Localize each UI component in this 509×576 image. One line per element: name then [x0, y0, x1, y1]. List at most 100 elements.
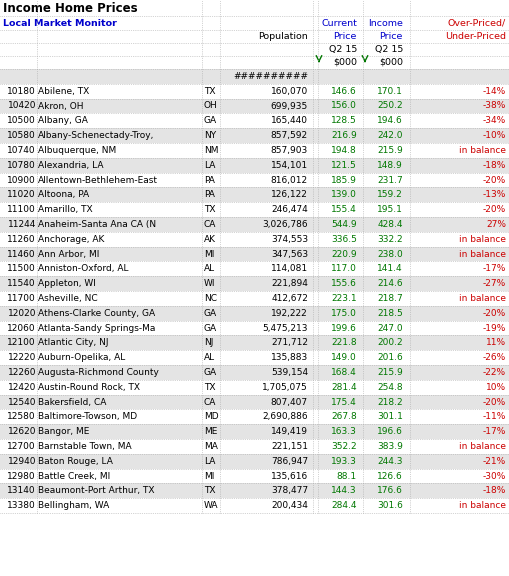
Text: in balance: in balance: [459, 146, 506, 155]
Text: 271,712: 271,712: [271, 338, 308, 347]
Text: 185.9: 185.9: [331, 176, 357, 184]
Text: 1,705,075: 1,705,075: [262, 382, 308, 392]
Text: 223.1: 223.1: [331, 294, 357, 303]
Text: 10580: 10580: [7, 131, 36, 140]
Text: NM: NM: [204, 146, 218, 155]
Text: Bellingham, WA: Bellingham, WA: [38, 501, 109, 510]
Text: 12940: 12940: [8, 457, 36, 466]
Text: NY: NY: [204, 131, 216, 140]
Bar: [0, 173, 509, 187]
Text: Amarillo, TX: Amarillo, TX: [38, 205, 93, 214]
Bar: [0, 335, 509, 350]
Text: 149,419: 149,419: [271, 427, 308, 436]
Text: CA: CA: [204, 397, 216, 407]
Bar: [0, 439, 509, 454]
Text: 267.8: 267.8: [331, 412, 357, 421]
Bar: [0, 143, 509, 158]
Text: 156.0: 156.0: [331, 101, 357, 111]
Text: 160,070: 160,070: [271, 87, 308, 96]
Text: 12700: 12700: [7, 442, 36, 451]
Text: 786,947: 786,947: [271, 457, 308, 466]
Text: 254.8: 254.8: [377, 382, 403, 392]
Text: Altoona, PA: Altoona, PA: [38, 190, 89, 199]
Text: 193.3: 193.3: [331, 457, 357, 466]
Text: 221,894: 221,894: [271, 279, 308, 288]
Text: 5,475,213: 5,475,213: [263, 324, 308, 332]
Text: WA: WA: [204, 501, 218, 510]
Text: TX: TX: [204, 382, 215, 392]
Text: GA: GA: [204, 324, 217, 332]
Text: -14%: -14%: [483, 87, 506, 96]
Text: 11700: 11700: [7, 294, 36, 303]
Text: 352.2: 352.2: [331, 442, 357, 451]
Text: 347,563: 347,563: [271, 249, 308, 259]
Text: CA: CA: [204, 220, 216, 229]
Text: MD: MD: [204, 412, 219, 421]
Text: 11244: 11244: [8, 220, 36, 229]
Text: LA: LA: [204, 457, 215, 466]
Bar: [0, 247, 509, 262]
Text: 10420: 10420: [8, 101, 36, 111]
Text: -30%: -30%: [483, 472, 506, 480]
Text: 27%: 27%: [486, 220, 506, 229]
Text: AL: AL: [204, 353, 215, 362]
Text: 816,012: 816,012: [271, 176, 308, 184]
Text: PA: PA: [204, 190, 215, 199]
Text: -18%: -18%: [483, 161, 506, 170]
Bar: [0, 232, 509, 247]
Text: 121.5: 121.5: [331, 161, 357, 170]
Text: 242.0: 242.0: [378, 131, 403, 140]
Text: GA: GA: [204, 309, 217, 318]
Text: 199.6: 199.6: [331, 324, 357, 332]
Bar: [0, 158, 509, 173]
Text: 195.1: 195.1: [377, 205, 403, 214]
Text: Anchorage, AK: Anchorage, AK: [38, 234, 104, 244]
Text: 378,477: 378,477: [271, 486, 308, 495]
Text: 135,616: 135,616: [271, 472, 308, 480]
Text: Athens-Clarke County, GA: Athens-Clarke County, GA: [38, 309, 155, 318]
Text: TX: TX: [204, 87, 215, 96]
Text: LA: LA: [204, 161, 215, 170]
Bar: [0, 380, 509, 395]
Text: 383.9: 383.9: [377, 442, 403, 451]
Text: TX: TX: [204, 205, 215, 214]
Text: -20%: -20%: [483, 176, 506, 184]
Text: 246,474: 246,474: [271, 205, 308, 214]
Text: 221.8: 221.8: [331, 338, 357, 347]
Text: Price: Price: [380, 32, 403, 41]
Text: Income: Income: [368, 18, 403, 28]
Bar: [0, 69, 509, 84]
Text: Population: Population: [258, 32, 308, 41]
Text: Atlanta-Sandy Springs-Ma: Atlanta-Sandy Springs-Ma: [38, 324, 155, 332]
Text: Battle Creek, MI: Battle Creek, MI: [38, 472, 110, 480]
Text: 126.6: 126.6: [377, 472, 403, 480]
Text: -18%: -18%: [483, 486, 506, 495]
Bar: [0, 276, 509, 291]
Text: Bakersfield, CA: Bakersfield, CA: [38, 397, 106, 407]
Text: Over-Priced/: Over-Priced/: [448, 18, 506, 28]
Text: 135,883: 135,883: [271, 353, 308, 362]
Text: in balance: in balance: [459, 442, 506, 451]
Bar: [0, 395, 509, 410]
Bar: [0, 262, 509, 276]
Text: 196.6: 196.6: [377, 427, 403, 436]
Text: 218.7: 218.7: [377, 294, 403, 303]
Text: Appleton, WI: Appleton, WI: [38, 279, 96, 288]
Text: MI: MI: [204, 249, 214, 259]
Text: 176.6: 176.6: [377, 486, 403, 495]
Text: 13380: 13380: [7, 501, 36, 510]
Text: 13140: 13140: [7, 486, 36, 495]
Bar: [0, 128, 509, 143]
Bar: [0, 113, 509, 128]
Text: -17%: -17%: [483, 264, 506, 273]
Text: -27%: -27%: [483, 279, 506, 288]
Text: 194.8: 194.8: [331, 146, 357, 155]
Text: Alexandria, LA: Alexandria, LA: [38, 161, 103, 170]
Bar: [0, 321, 509, 335]
Text: 221,151: 221,151: [271, 442, 308, 451]
Text: GA: GA: [204, 368, 217, 377]
Text: 539,154: 539,154: [271, 368, 308, 377]
Text: Anaheim-Santa Ana CA (N: Anaheim-Santa Ana CA (N: [38, 220, 156, 229]
Text: Anniston-Oxford, AL: Anniston-Oxford, AL: [38, 264, 128, 273]
Text: -13%: -13%: [483, 190, 506, 199]
